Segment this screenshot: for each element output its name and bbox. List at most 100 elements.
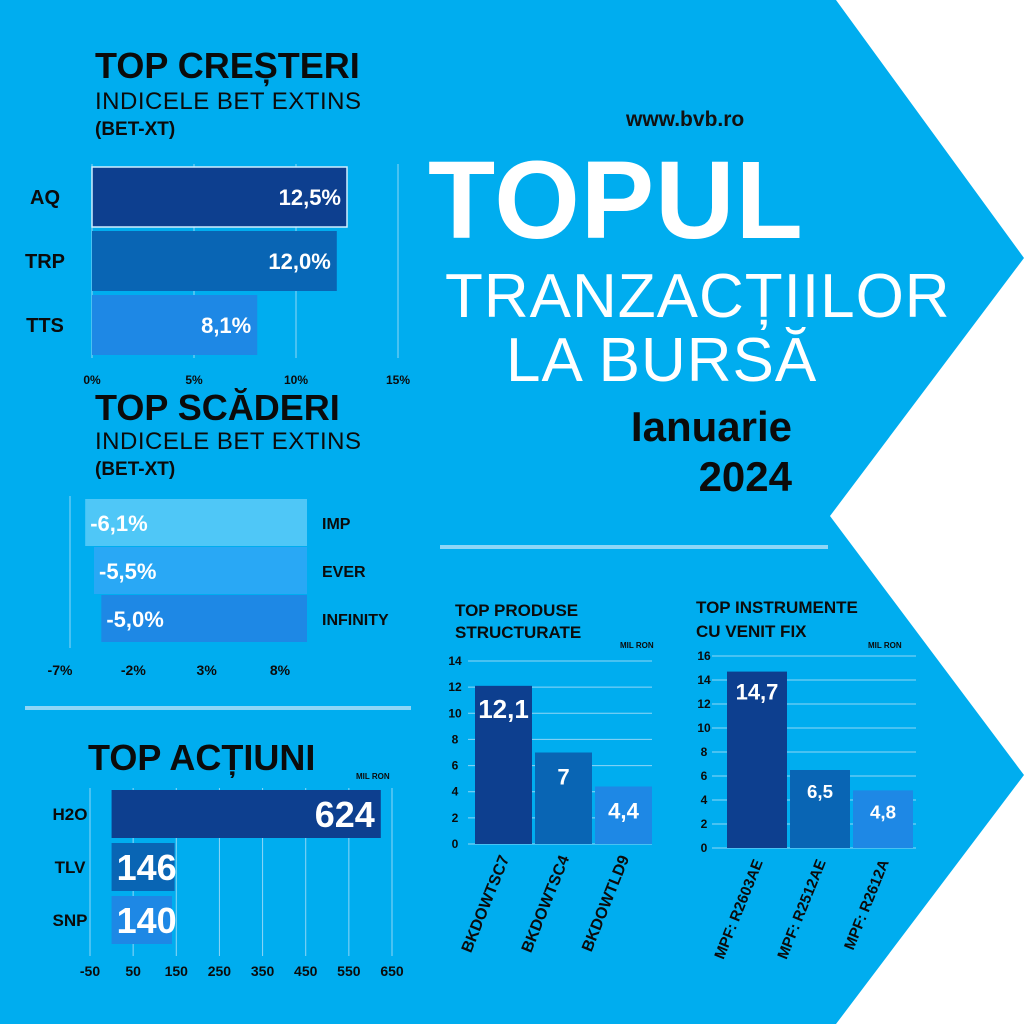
category-label: AQ <box>30 187 60 209</box>
y-tick-label: 14 <box>697 673 711 687</box>
data-label: 12,5% <box>279 185 341 210</box>
category-label: SNP <box>53 911 88 930</box>
data-label: 7 <box>557 765 569 790</box>
bar <box>111 896 172 944</box>
y-tick-label: 4 <box>452 785 459 799</box>
structured-title: TOP PRODUSE STRUCTURATE <box>455 600 581 644</box>
y-tick-label: 0 <box>701 841 708 855</box>
hero-subtitle-line1: TRANZACȚIILOR <box>445 262 951 331</box>
structured-chart: 0 2 4 6 8 10 12 14 12,1 BKDOWTSC7 7 BKDOWTSC4 4,4 BKD… <box>448 654 652 955</box>
data-label: 6,5 <box>807 781 833 802</box>
report-year: 2024 <box>698 453 792 500</box>
x-tick-label: -7% <box>48 662 73 678</box>
x-tick-label: -50 <box>80 963 100 979</box>
y-tick-label: 4 <box>701 793 708 807</box>
category-label: EVER <box>322 564 366 581</box>
x-tick-label: 3% <box>197 662 218 678</box>
bar <box>92 295 258 355</box>
website-url: www.bvb.ro <box>626 108 745 131</box>
bar <box>91 166 348 228</box>
fixed-income-unit: MIL RON <box>868 641 902 650</box>
x-tick-label: 10% <box>284 373 308 387</box>
x-tick-label: 150 <box>165 963 189 979</box>
x-tick-label: 250 <box>208 963 232 979</box>
shares-unit: MIL RON <box>356 772 390 781</box>
losers-title: TOP SCĂDERI <box>95 387 340 428</box>
hero-subtitle-line2: LA BURSĂ <box>506 326 818 395</box>
losers-chart: -7% -2% 3% 8% -6,1% IMP -5,5% EVER -5,0% INFINITY <box>48 496 389 678</box>
bar <box>595 786 652 844</box>
bar <box>101 595 307 642</box>
bar <box>790 770 850 848</box>
losers-index-code: (BET-XT) <box>95 459 176 480</box>
bar <box>94 547 307 594</box>
structured-title-line1: TOP PRODUSE <box>455 601 579 620</box>
category-label: BKDOWTSC4 <box>519 853 573 955</box>
y-tick-label: 12 <box>448 680 462 694</box>
bar <box>111 790 381 838</box>
report-month: Ianuarie <box>630 403 792 450</box>
y-tick-label: 16 <box>697 649 711 663</box>
category-label: BKDOWTLD9 <box>579 853 633 954</box>
y-tick-label: 14 <box>448 654 462 668</box>
shares-title: TOP ACȚIUNI <box>88 737 316 778</box>
data-label: 8,1% <box>201 313 251 338</box>
bar <box>853 790 913 848</box>
bar <box>92 231 337 291</box>
data-label: 4,8 <box>870 801 896 822</box>
x-tick-label: 550 <box>337 963 361 979</box>
category-label: TTS <box>26 315 64 337</box>
category-label: MPF: R2512AE <box>774 857 829 962</box>
losers-subtitle: INDICELE BET EXTINS <box>95 428 362 455</box>
y-tick-label: 2 <box>452 811 459 825</box>
gainers-chart: 0% 5% 10% 15% AQ 12,5% TRP 12,0% TTS 8,1% <box>25 164 410 387</box>
x-tick-label: 8% <box>270 662 291 678</box>
x-tick-label: 350 <box>251 963 275 979</box>
fixed-income-chart: 0 2 4 6 8 10 12 14 16 14,7 MPF: R2603AE 6,5 MPF: R25… <box>697 649 916 962</box>
bar <box>535 752 592 844</box>
y-tick-label: 10 <box>448 706 462 720</box>
y-tick-label: 6 <box>701 769 708 783</box>
y-tick-label: 10 <box>697 721 711 735</box>
category-label: H2O <box>53 805 88 824</box>
data-label: -6,1% <box>90 511 147 536</box>
x-tick-label: 50 <box>125 963 141 979</box>
shares-chart: -50 50 150 250 350 450 550 650 H2O 624 TLV 146 SNP 14… <box>53 788 404 979</box>
x-tick-label: 450 <box>294 963 318 979</box>
gainers-index-code: (BET-XT) <box>95 119 176 140</box>
y-tick-label: 8 <box>701 745 708 759</box>
fixed-income-title-line2: CU VENIT FIX <box>696 622 807 641</box>
gainers-subtitle: INDICELE BET EXTINS <box>95 88 362 115</box>
structured-title-line2: STRUCTURATE <box>455 623 582 642</box>
bar <box>727 671 787 848</box>
category-label: INFINITY <box>322 612 389 629</box>
gainers-title: TOP CREȘTERI <box>95 45 360 86</box>
x-tick-label: 0% <box>83 373 101 387</box>
y-tick-label: 0 <box>452 837 459 851</box>
y-tick-label: 6 <box>452 759 459 773</box>
category-label: MPF: R2612A <box>841 857 893 952</box>
hero-title: TOPUL <box>428 139 804 262</box>
category-label: TLV <box>55 858 87 877</box>
data-label: 14,7 <box>736 680 779 705</box>
x-tick-label: 650 <box>380 963 404 979</box>
category-label: IMP <box>322 516 351 533</box>
y-tick-label: 12 <box>697 697 711 711</box>
data-label: -5,0% <box>106 607 163 632</box>
data-label: 12,0% <box>268 249 330 274</box>
x-tick-label: 15% <box>386 373 410 387</box>
y-tick-label: 2 <box>701 817 708 831</box>
data-label: 140 <box>117 900 177 941</box>
data-label: -5,5% <box>99 559 156 584</box>
category-label: MPF: R2603AE <box>711 857 766 962</box>
data-label: 146 <box>117 847 177 888</box>
fixed-income-title: TOP INSTRUMENTE CU VENIT FIX <box>696 596 858 644</box>
category-label: TRP <box>25 251 65 273</box>
category-label: BKDOWTSC7 <box>459 853 513 955</box>
data-label: 12,1 <box>478 694 529 724</box>
y-tick-label: 8 <box>452 732 459 746</box>
data-label: 624 <box>315 794 375 835</box>
x-tick-label: 5% <box>185 373 203 387</box>
data-label: 4,4 <box>608 798 639 823</box>
fixed-income-title-line1: TOP INSTRUMENTE <box>696 598 858 617</box>
